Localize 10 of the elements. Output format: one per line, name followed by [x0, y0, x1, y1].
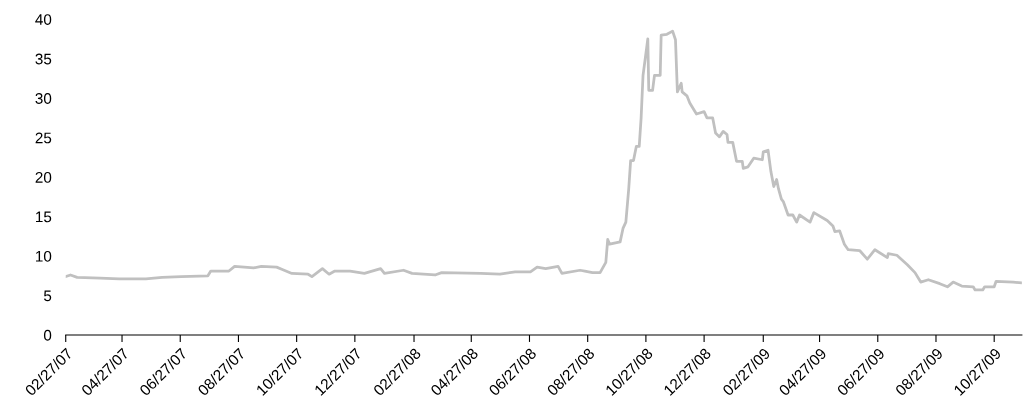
- y-tick-label: 35: [35, 53, 52, 65]
- y-tick-label: 0: [43, 329, 52, 341]
- y-tick-label: 15: [36, 211, 52, 223]
- y-tick-label: 5: [43, 290, 52, 302]
- y-tick-label: 30: [35, 93, 52, 104]
- y-tick-label: 10: [36, 250, 52, 262]
- y-tick-label: 25: [35, 132, 52, 144]
- y-tick-label: 20: [35, 171, 52, 183]
- line-series: [65, 29, 1022, 292]
- y-tick-label: 40: [35, 14, 52, 25]
